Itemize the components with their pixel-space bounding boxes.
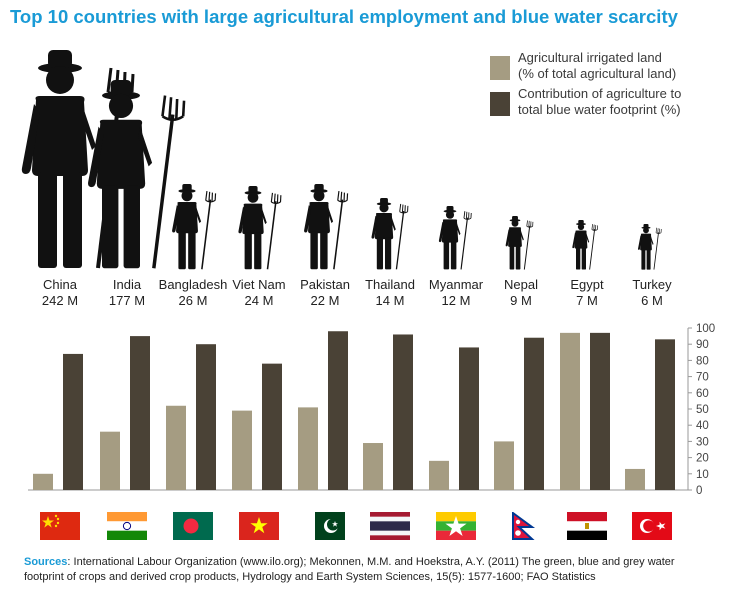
bangladesh-flag-icon <box>173 512 213 540</box>
country-label-india: India 177 M <box>87 277 167 309</box>
country-name: Nepal <box>504 277 538 292</box>
pakistan-flag-icon <box>305 512 345 540</box>
country-name: Pakistan <box>300 277 350 292</box>
country-name: Myanmar <box>428 277 484 292</box>
country-label-pakistan: Pakistan 22 M <box>285 277 365 309</box>
bar-footprint-viet-nam <box>262 363 282 490</box>
egypt-flag-icon <box>567 512 607 540</box>
y-tick-label: 0 <box>696 485 702 497</box>
y-tick-label: 20 <box>696 453 709 465</box>
bar-chart: 0 10 20 30 40 50 60 70 80 90 100 <box>28 323 715 497</box>
bar-irrigated-india <box>100 431 120 490</box>
legend-swatch-irrigated <box>490 56 510 80</box>
country-name: Bangladesh <box>158 277 228 292</box>
y-tick-label: 100 <box>696 323 715 335</box>
country-label-bangladesh: Bangladesh 26 M <box>153 277 233 309</box>
country-name: Egypt <box>570 277 604 292</box>
farmer-figure-myanmar <box>438 206 472 270</box>
legend-swatch-footprint <box>490 92 510 116</box>
sources-label: Sources <box>24 556 68 568</box>
y-tick-label: 90 <box>696 339 709 351</box>
employment-value: 22 M <box>310 293 340 308</box>
flags-row <box>0 510 730 546</box>
sources-note: Sources: International Labour Organizati… <box>24 555 714 585</box>
legend-label-footprint-line1: Contribution of agriculture to <box>518 86 682 101</box>
china-flag-icon <box>40 512 80 540</box>
y-tick-label: 30 <box>696 436 709 448</box>
bar-footprint-nepal <box>524 337 544 490</box>
country-label-viet-nam: Viet Nam 24 M <box>219 277 299 309</box>
vietnam-flag-icon <box>239 512 279 540</box>
bar-footprint-thailand <box>393 334 413 490</box>
farmer-figure-turkey <box>638 224 662 270</box>
bar-irrigated-thailand <box>363 443 383 490</box>
farmer-figure-pakistan <box>304 184 349 270</box>
farmer-figure-thailand <box>371 198 409 270</box>
farmer-figure-viet-nam <box>238 186 282 270</box>
employment-value: 12 M <box>441 293 471 308</box>
farmer-figure-india <box>88 80 186 269</box>
country-labels: China 242 M India 177 M Bangladesh 26 M Viet N… <box>0 277 730 313</box>
bar-irrigated-viet-nam <box>232 410 252 490</box>
employment-value: 6 M <box>641 293 663 308</box>
nepal-flag-icon <box>512 512 536 540</box>
y-tick-label: 80 <box>696 355 709 367</box>
bar-irrigated-egypt <box>560 332 580 490</box>
chart-title: Top 10 countries with large agricultural… <box>10 6 678 27</box>
india-flag-icon <box>107 512 147 540</box>
country-label-myanmar: Myanmar 12 M <box>416 277 496 309</box>
farmer-figure-egypt <box>572 220 598 270</box>
turkey-flag-icon <box>632 512 672 540</box>
bar-footprint-myanmar <box>459 347 479 490</box>
bar-irrigated-bangladesh <box>166 405 186 490</box>
country-label-turkey: Turkey 6 M <box>612 277 692 309</box>
bar-irrigated-pakistan <box>298 407 318 490</box>
employment-value: 24 M <box>244 293 274 308</box>
country-label-egypt: Egypt 7 M <box>547 277 627 309</box>
employment-value: 26 M <box>178 293 208 308</box>
country-name: Turkey <box>632 277 672 292</box>
country-name: China <box>43 277 77 292</box>
country-label-thailand: Thailand 14 M <box>350 277 430 309</box>
legend-label-irrigated-line2: (% of total agricultural land) <box>518 66 677 81</box>
bar-irrigated-nepal <box>494 441 514 490</box>
y-tick-label: 10 <box>696 469 709 481</box>
farmer-figure-nepal <box>505 216 534 270</box>
sources-text: : International Labour Organization (www… <box>24 556 675 583</box>
thailand-flag-icon <box>370 512 410 540</box>
farmer-figure-china <box>21 50 135 269</box>
y-tick-label: 40 <box>696 420 709 432</box>
bar-irrigated-myanmar <box>429 460 449 490</box>
bar-irrigated-turkey <box>625 468 645 490</box>
bar-footprint-turkey <box>655 339 675 490</box>
bar-footprint-india <box>130 336 150 490</box>
bar-footprint-bangladesh <box>196 344 216 490</box>
employment-value: 177 M <box>108 293 146 308</box>
legend-label-footprint-line2: total blue water footprint (%) <box>518 102 681 117</box>
y-tick-label: 50 <box>696 404 709 416</box>
farmer-figures <box>21 50 662 270</box>
y-tick-label: 70 <box>696 372 709 384</box>
myanmar-flag-icon <box>436 512 476 540</box>
farmer-figure-bangladesh <box>172 184 217 270</box>
employment-value: 242 M <box>41 293 79 308</box>
country-name: Viet Nam <box>232 277 286 292</box>
bar-footprint-china <box>63 353 83 490</box>
bar-footprint-pakistan <box>328 331 348 490</box>
bar-irrigated-china <box>33 473 53 490</box>
country-label-china: China 242 M <box>20 277 100 309</box>
country-name: Thailand <box>365 277 415 292</box>
legend-label-irrigated-line1: Agricultural irrigated land <box>518 50 662 65</box>
employment-value: 14 M <box>375 293 405 308</box>
country-label-nepal: Nepal 9 M <box>481 277 561 309</box>
employment-value: 7 M <box>576 293 598 308</box>
y-tick-label: 60 <box>696 388 709 400</box>
bar-footprint-egypt <box>590 332 610 490</box>
employment-value: 9 M <box>510 293 532 308</box>
country-name: India <box>112 277 142 292</box>
